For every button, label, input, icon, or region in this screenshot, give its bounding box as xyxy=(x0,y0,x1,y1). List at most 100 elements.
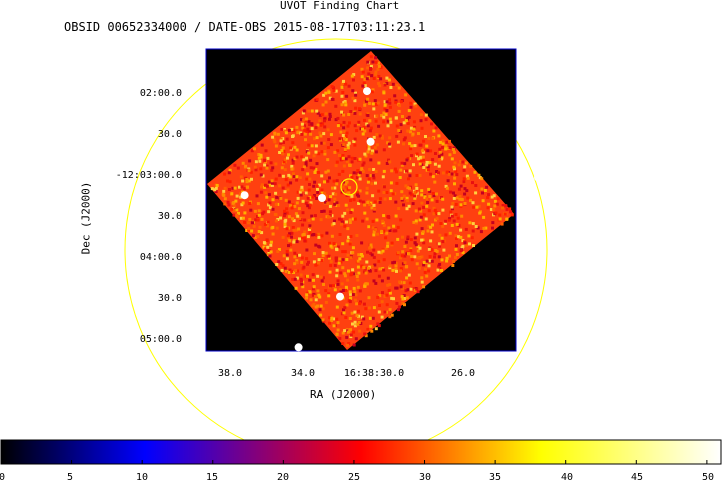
noise-pixel xyxy=(306,274,309,278)
noise-pixel xyxy=(327,215,330,219)
noise-pixel xyxy=(315,97,319,101)
noise-pixel xyxy=(300,236,304,240)
noise-pixel xyxy=(444,233,448,237)
noise-pixel xyxy=(405,296,409,300)
noise-pixel xyxy=(388,266,392,270)
noise-pixel xyxy=(333,150,337,154)
noise-pixel xyxy=(361,200,365,204)
noise-pixel xyxy=(366,114,370,117)
noise-pixel xyxy=(357,122,360,126)
noise-pixel xyxy=(482,226,486,230)
noise-pixel xyxy=(328,316,332,320)
noise-pixel xyxy=(340,222,343,226)
noise-pixel xyxy=(380,315,384,319)
noise-pixel xyxy=(347,155,351,159)
noise-pixel xyxy=(298,216,302,220)
noise-pixel xyxy=(333,219,336,223)
noise-pixel xyxy=(374,70,378,74)
noise-pixel xyxy=(409,147,413,151)
noise-pixel xyxy=(370,253,374,257)
noise-pixel xyxy=(247,228,251,232)
noise-pixel xyxy=(287,153,290,157)
noise-pixel xyxy=(277,260,281,264)
noise-pixel xyxy=(304,119,307,123)
noise-pixel xyxy=(386,244,390,248)
noise-pixel xyxy=(298,237,301,241)
noise-pixel xyxy=(377,161,381,165)
noise-pixel xyxy=(326,169,330,173)
noise-pixel xyxy=(358,289,362,293)
noise-pixel xyxy=(415,152,419,156)
noise-pixel xyxy=(438,244,442,248)
noise-pixel xyxy=(479,230,483,234)
noise-pixel xyxy=(377,189,381,193)
noise-pixel xyxy=(383,107,387,111)
noise-pixel xyxy=(333,202,337,206)
noise-pixel xyxy=(398,176,402,179)
noise-pixel xyxy=(341,250,345,254)
noise-pixel xyxy=(300,122,304,126)
noise-pixel xyxy=(232,204,236,208)
noise-pixel xyxy=(452,150,456,154)
noise-pixel xyxy=(388,117,392,121)
noise-pixel xyxy=(288,268,292,272)
noise-pixel xyxy=(346,278,350,282)
noise-pixel xyxy=(271,225,275,229)
noise-pixel xyxy=(298,190,302,194)
noise-pixel xyxy=(360,315,364,319)
noise-pixel xyxy=(317,293,321,297)
noise-pixel xyxy=(292,228,296,232)
noise-pixel xyxy=(351,251,355,255)
noise-pixel xyxy=(448,146,452,149)
noise-pixel xyxy=(455,222,459,226)
noise-pixel xyxy=(425,259,429,263)
noise-pixel xyxy=(329,284,332,288)
noise-pixel xyxy=(349,296,353,300)
noise-pixel xyxy=(342,308,345,312)
noise-pixel xyxy=(333,288,337,292)
noise-pixel xyxy=(292,175,296,179)
noise-pixel xyxy=(311,195,315,199)
noise-pixel xyxy=(269,240,273,244)
noise-pixel xyxy=(337,172,341,176)
noise-pixel xyxy=(320,191,324,195)
colorbar-tick: 45 xyxy=(630,472,644,483)
noise-pixel xyxy=(397,308,400,312)
noise-pixel xyxy=(354,106,358,110)
noise-pixel xyxy=(360,253,363,256)
noise-pixel xyxy=(343,306,347,310)
noise-pixel xyxy=(268,254,272,258)
noise-pixel xyxy=(377,75,381,78)
noise-pixel xyxy=(312,285,316,289)
noise-pixel xyxy=(387,226,391,230)
noise-pixel xyxy=(297,207,301,211)
noise-pixel xyxy=(365,122,369,126)
noise-pixel xyxy=(299,188,303,192)
noise-pixel xyxy=(371,219,375,223)
noise-pixel xyxy=(335,268,339,272)
noise-pixel xyxy=(320,279,324,283)
noise-pixel xyxy=(377,64,381,68)
noise-pixel xyxy=(415,262,419,266)
noise-pixel xyxy=(373,99,377,103)
noise-pixel xyxy=(304,201,308,205)
noise-pixel xyxy=(353,310,357,314)
noise-pixel xyxy=(300,256,304,260)
noise-pixel xyxy=(265,184,269,188)
noise-pixel xyxy=(335,160,339,164)
noise-pixel xyxy=(339,130,343,134)
noise-pixel xyxy=(282,160,286,164)
noise-pixel xyxy=(243,211,247,215)
noise-pixel xyxy=(318,113,322,117)
noise-pixel xyxy=(323,191,327,195)
noise-pixel xyxy=(336,328,340,332)
noise-pixel xyxy=(350,160,354,164)
noise-pixel xyxy=(241,179,245,183)
noise-pixel xyxy=(394,116,398,120)
noise-pixel xyxy=(461,251,465,255)
noise-pixel xyxy=(383,197,387,201)
noise-pixel xyxy=(300,118,303,122)
noise-pixel xyxy=(422,285,426,289)
noise-pixel xyxy=(414,104,418,108)
noise-pixel xyxy=(256,215,259,218)
